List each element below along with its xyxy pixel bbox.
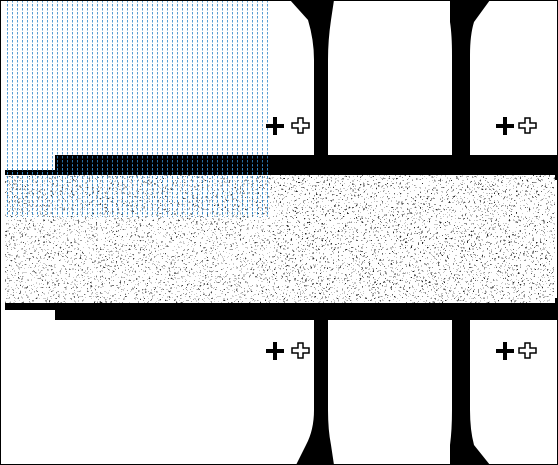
pillar	[450, 315, 490, 465]
channel-edge	[5, 298, 558, 320]
pillar	[290, 0, 334, 160]
pillar	[296, 315, 334, 465]
pillar	[450, 0, 490, 160]
markers	[266, 117, 537, 360]
overlay-lines	[3, 165, 271, 217]
